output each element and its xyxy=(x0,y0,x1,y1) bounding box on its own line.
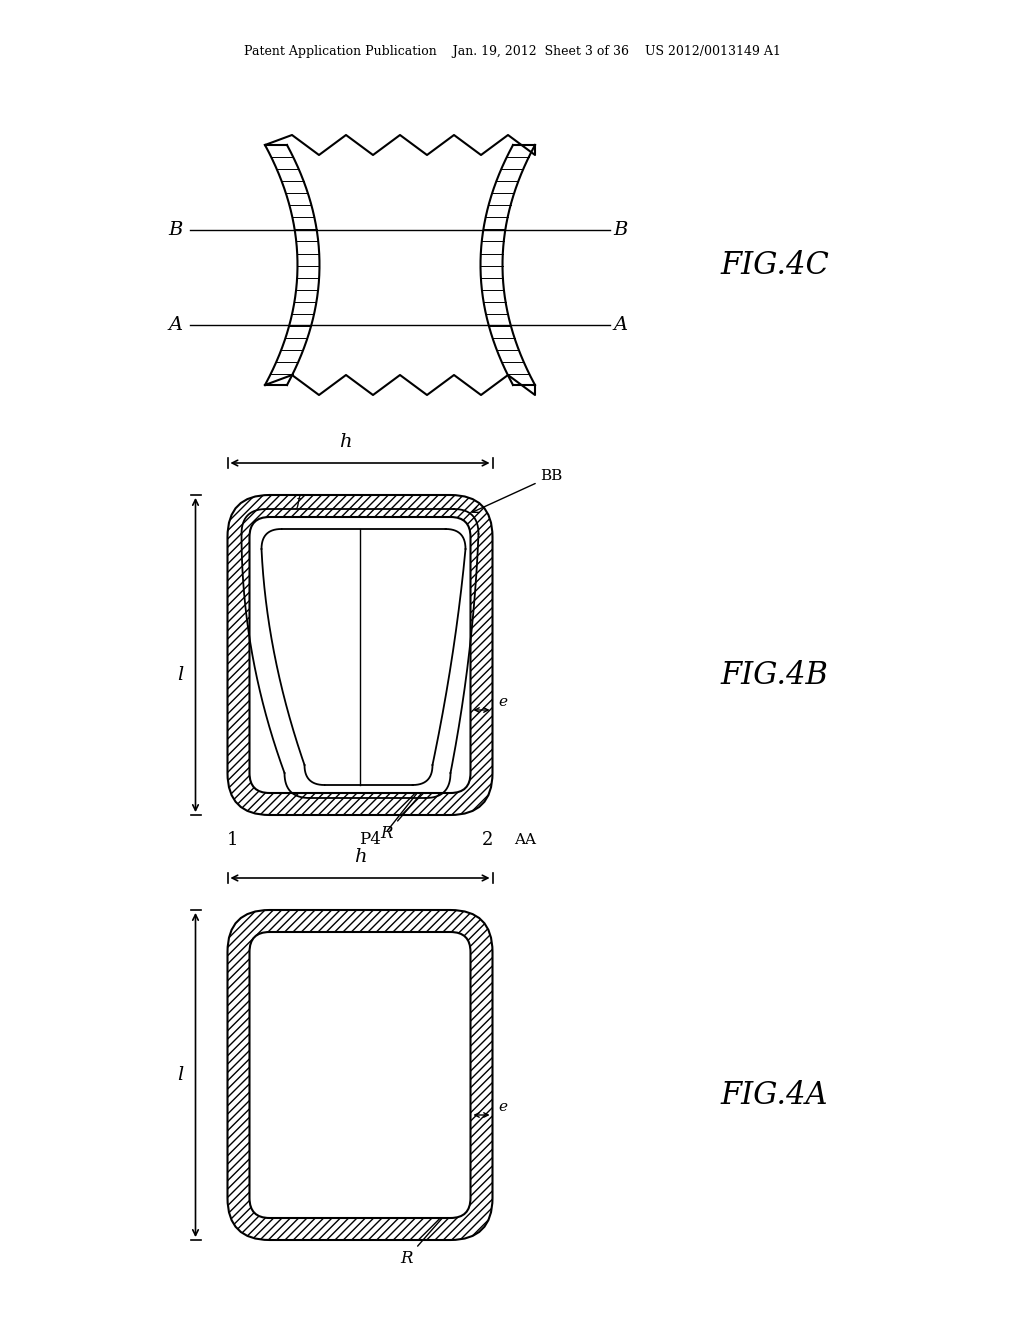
Text: h: h xyxy=(353,847,367,866)
Text: e: e xyxy=(499,1100,508,1114)
Text: R: R xyxy=(400,1206,453,1267)
Text: FIG.4C: FIG.4C xyxy=(720,249,828,281)
Text: A: A xyxy=(169,315,183,334)
Text: Patent Application Publication    Jan. 19, 2012  Sheet 3 of 36    US 2012/001314: Patent Application Publication Jan. 19, … xyxy=(244,45,780,58)
FancyBboxPatch shape xyxy=(250,517,470,793)
Text: e: e xyxy=(499,696,508,709)
Text: 2: 2 xyxy=(482,832,494,849)
FancyBboxPatch shape xyxy=(250,932,470,1218)
Text: P4: P4 xyxy=(359,832,381,849)
Text: FIG.4A: FIG.4A xyxy=(720,1080,827,1110)
Text: FIG.4B: FIG.4B xyxy=(720,660,827,690)
FancyBboxPatch shape xyxy=(227,909,493,1239)
Text: AA: AA xyxy=(514,833,537,847)
Text: h: h xyxy=(339,433,351,451)
Text: A: A xyxy=(613,315,627,334)
Text: f: f xyxy=(296,495,301,510)
Text: BB: BB xyxy=(472,469,563,512)
Text: R: R xyxy=(381,787,428,842)
Text: B: B xyxy=(169,220,183,239)
FancyBboxPatch shape xyxy=(227,495,493,814)
Text: l: l xyxy=(177,667,183,684)
Text: 1: 1 xyxy=(226,832,239,849)
Text: l: l xyxy=(177,1067,183,1084)
Text: B: B xyxy=(613,220,628,239)
